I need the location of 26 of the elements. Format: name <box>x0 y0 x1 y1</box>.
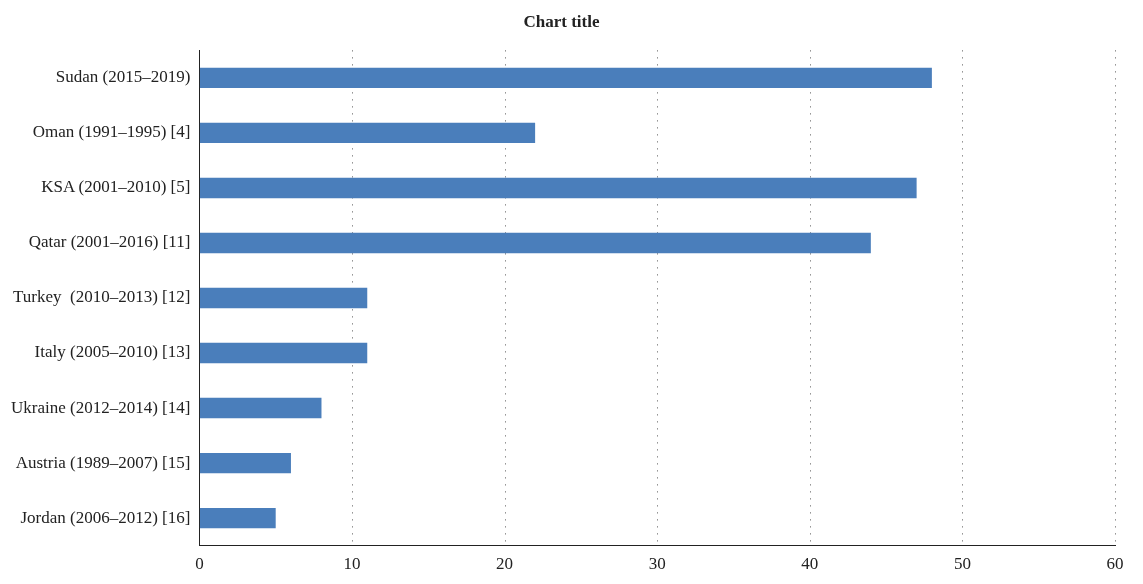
y-tick-label: Austria (1989–2007) [15] <box>15 452 191 472</box>
x-tick-label: 40 <box>801 554 819 574</box>
bar <box>199 177 917 199</box>
x-tick-label: 0 <box>195 554 204 574</box>
bar <box>199 232 871 254</box>
bar <box>199 452 291 474</box>
y-tick-label: Sudan (2015–2019) <box>55 67 191 87</box>
bar <box>199 122 536 144</box>
x-tick-label: 30 <box>648 554 666 574</box>
y-tick-label: Oman (1991–1995) [4] <box>32 122 191 142</box>
x-tick-label: 20 <box>496 554 514 574</box>
chart-title: Chart title <box>523 11 600 31</box>
bar <box>199 342 368 364</box>
y-tick-label: Italy (2005–2010) [13] <box>34 342 191 362</box>
bar <box>199 507 276 529</box>
y-tick-label: Ukraine (2012–2014) [14] <box>10 397 191 417</box>
x-tick-label: 50 <box>953 554 971 574</box>
bar <box>199 67 932 89</box>
bar <box>199 287 368 309</box>
x-tick-label: 10 <box>343 554 361 574</box>
y-tick-label: Qatar (2001–2016) [11] <box>28 232 191 252</box>
bar <box>199 397 322 419</box>
y-tick-label: Jordan (2006–2012) [16] <box>20 507 191 527</box>
y-tick-label: KSA (2001–2010) [5] <box>41 177 191 197</box>
x-tick-label: 60 <box>1106 554 1124 574</box>
y-tick-label: Turkey (2010–2013) [12] <box>13 287 191 307</box>
